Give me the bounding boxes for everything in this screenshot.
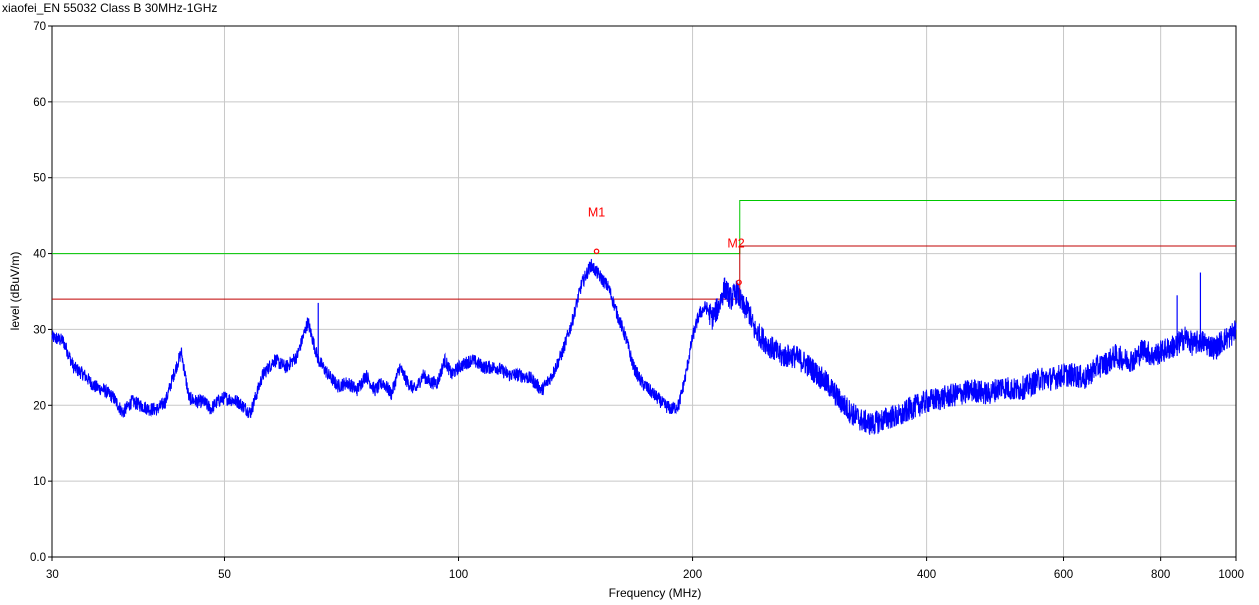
x-tick-labels: 30 50 100 200 400 600 800 1000	[46, 557, 1244, 581]
y-tick-label: 40	[33, 249, 46, 261]
marker-label: M2	[727, 236, 744, 250]
y-tick-label: 60	[33, 97, 46, 109]
x-tick-label: 200	[683, 569, 702, 581]
x-tick-label: 600	[1054, 569, 1073, 581]
y-tick-label: 50	[33, 173, 46, 185]
x-tick-label: 1000	[1218, 569, 1244, 581]
x-tick-label: 400	[917, 569, 936, 581]
y-tick-label: 20	[33, 400, 46, 412]
y-tick-label: 10	[33, 476, 46, 488]
measurement-trace	[51, 258, 1237, 435]
limit-line	[52, 199, 1236, 255]
y-tick-label: 30	[33, 324, 46, 336]
measurement-line	[51, 258, 1237, 435]
x-tick-label: 100	[449, 569, 468, 581]
x-tick-label: 800	[1151, 569, 1170, 581]
limit-lines	[52, 199, 1236, 300]
x-axis-label: Frequency (MHz)	[609, 586, 702, 600]
chart-title: xiaofei_EN 55032 Class B 30MHz-1GHz	[2, 1, 218, 15]
marker-point	[593, 248, 600, 255]
y-tick-label: 0.0	[30, 552, 46, 564]
limit-margin-line	[52, 245, 1236, 300]
marker-label: M1	[588, 205, 605, 219]
x-tick-label: 50	[218, 569, 231, 581]
x-tick-label: 30	[46, 569, 59, 581]
y-tick-label: 70	[33, 21, 46, 33]
plot-area	[52, 26, 1236, 557]
markers: M1 M2	[588, 205, 745, 286]
marker-point	[736, 279, 742, 286]
plot-frame	[51, 25, 1237, 558]
y-tick-labels: 0.0 10 20 30 40 50 60 70	[30, 21, 52, 564]
y-axis-label: level (dBuV/m)	[8, 252, 22, 331]
